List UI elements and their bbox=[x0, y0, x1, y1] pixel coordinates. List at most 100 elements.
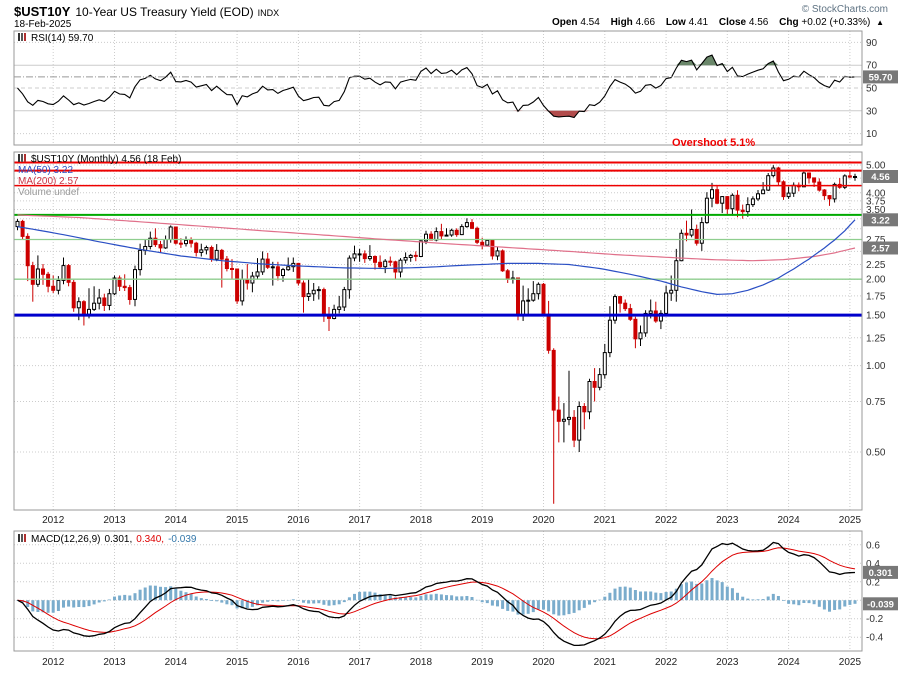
panel-border bbox=[13, 530, 863, 652]
svg-text:2014: 2014 bbox=[165, 515, 188, 526]
ma200-legend: MA(200) 2.57 bbox=[18, 176, 79, 187]
macd-signal-line bbox=[17, 547, 856, 640]
indicator-icon bbox=[18, 33, 27, 41]
rsi-legend: RSI(14) 59.70 bbox=[18, 33, 93, 44]
svg-text:2016: 2016 bbox=[287, 515, 310, 526]
svg-text:1.00: 1.00 bbox=[866, 361, 886, 372]
close-label: Close bbox=[718, 17, 747, 28]
up-arrow-icon: ▲ bbox=[876, 18, 884, 27]
ma50-legend: MA(50) 3.22 bbox=[18, 165, 74, 176]
quote-line: Open 4.54 High 4.66 Low 4.41 Close 4.56 … bbox=[552, 17, 884, 28]
macd-histogram bbox=[16, 578, 857, 616]
chg-value: +0.02 (+0.33%) bbox=[801, 17, 871, 28]
svg-text:3.75: 3.75 bbox=[866, 196, 886, 207]
macd-panel: 0.6 0.4 0.2 -0.2 -0.4 0.301 -0.039 2012 2013 2014… bbox=[13, 530, 898, 668]
svg-text:2025: 2025 bbox=[839, 657, 862, 668]
macd-legend: MACD(12,26,9) 0.301, 0.340, -0.039 bbox=[18, 534, 196, 545]
macd-axis-labels: 0.6 0.4 0.2 -0.2 -0.4 bbox=[866, 540, 884, 643]
svg-text:2021: 2021 bbox=[594, 657, 617, 668]
ma200-line bbox=[17, 214, 856, 262]
svg-text:1.25: 1.25 bbox=[866, 333, 886, 344]
svg-text:4.00: 4.00 bbox=[866, 188, 886, 199]
low-value: 4.41 bbox=[688, 17, 709, 28]
rsi-legend-text: RSI(14) 59.70 bbox=[31, 33, 94, 44]
symbol: $UST10Y bbox=[14, 4, 71, 19]
rsi-panel: 90 70 50 30 10 59.70 bbox=[13, 30, 898, 146]
value-box bbox=[863, 565, 898, 579]
chart-type-icon bbox=[18, 154, 27, 162]
symbol-legend: $UST10Y (Monthly) 4.56 (18 Feb) bbox=[31, 154, 182, 165]
svg-text:4.56: 4.56 bbox=[871, 172, 890, 183]
svg-text:2016: 2016 bbox=[287, 657, 310, 668]
svg-text:50: 50 bbox=[866, 84, 878, 95]
svg-text:2020: 2020 bbox=[532, 657, 555, 668]
macd-value: 0.301, bbox=[104, 534, 133, 545]
svg-text:2013: 2013 bbox=[103, 657, 126, 668]
svg-text:-0.039: -0.039 bbox=[867, 599, 894, 610]
rsi-line bbox=[17, 54, 856, 119]
svg-text:0.4: 0.4 bbox=[866, 559, 880, 570]
low-label: Low bbox=[665, 17, 686, 28]
indicator-icon bbox=[18, 534, 27, 542]
x-axis-labels: 2012 2013 2014 2015 2016 2017 2018 2019 2020 2021… bbox=[42, 657, 861, 668]
price-panel: 5.00 4.003.753.50 2.75 2.25 2.00 1.75 1.50 1.25… bbox=[13, 151, 898, 526]
chart-title: 10-Year US Treasury Yield (EOD) bbox=[75, 5, 254, 19]
svg-text:2019: 2019 bbox=[471, 657, 494, 668]
year-gridlines bbox=[52, 31, 851, 145]
svg-text:2024: 2024 bbox=[777, 515, 800, 526]
main-legend: $UST10Y (Monthly) 4.56 (18 Feb) MA(50) 3… bbox=[18, 154, 181, 198]
high-value: 4.66 bbox=[635, 17, 656, 28]
candlesticks bbox=[15, 165, 857, 504]
macd-signal-value: 0.340, bbox=[136, 534, 165, 545]
svg-text:2019: 2019 bbox=[471, 515, 494, 526]
panel-border bbox=[13, 30, 863, 146]
value-box bbox=[863, 70, 898, 84]
svg-text:0.2: 0.2 bbox=[866, 577, 880, 588]
x-axis-labels: 2012 2013 2014 2015 2016 2017 2018 2019 2020 2021… bbox=[42, 515, 861, 526]
copyright: © StockCharts.com bbox=[801, 4, 888, 15]
svg-text:-0.4: -0.4 bbox=[866, 633, 884, 644]
svg-text:2014: 2014 bbox=[165, 657, 188, 668]
svg-text:2015: 2015 bbox=[226, 657, 249, 668]
chart-date: 18-Feb-2025 bbox=[14, 19, 72, 30]
svg-text:-0.2: -0.2 bbox=[866, 614, 884, 625]
svg-text:2012: 2012 bbox=[42, 657, 65, 668]
svg-text:2.00: 2.00 bbox=[866, 275, 886, 286]
svg-text:0.75: 0.75 bbox=[866, 397, 886, 408]
svg-text:2.25: 2.25 bbox=[866, 260, 886, 271]
rsi-axis-labels: 90 70 50 30 10 bbox=[866, 38, 878, 140]
svg-text:30: 30 bbox=[866, 106, 878, 117]
svg-text:10: 10 bbox=[866, 129, 878, 140]
macd-hist-value: -0.039 bbox=[168, 534, 197, 545]
svg-text:2022: 2022 bbox=[655, 657, 678, 668]
svg-text:2021: 2021 bbox=[594, 515, 617, 526]
macd-legend-name: MACD(12,26,9) bbox=[31, 534, 101, 545]
annotation-hlines bbox=[14, 161, 862, 317]
exchange-label: INDX bbox=[257, 8, 280, 18]
header-title-line: $UST10Y 10-Year US Treasury Yield (EOD) IN… bbox=[14, 3, 279, 21]
high-label: High bbox=[610, 17, 633, 28]
svg-text:3.50: 3.50 bbox=[866, 205, 886, 216]
svg-text:2013: 2013 bbox=[103, 515, 126, 526]
svg-text:2018: 2018 bbox=[410, 657, 433, 668]
svg-text:1.75: 1.75 bbox=[866, 291, 886, 302]
svg-text:2023: 2023 bbox=[716, 657, 739, 668]
value-box bbox=[863, 241, 898, 255]
overshoot-annotation: Overshoot 5.1% bbox=[672, 137, 756, 149]
ma50-line bbox=[17, 219, 856, 296]
svg-text:2.57: 2.57 bbox=[871, 244, 890, 255]
svg-text:2017: 2017 bbox=[348, 657, 371, 668]
svg-text:2022: 2022 bbox=[655, 515, 678, 526]
rsi-overbought-fill bbox=[17, 55, 855, 66]
svg-text:0.50: 0.50 bbox=[866, 448, 886, 459]
svg-text:2017: 2017 bbox=[348, 515, 371, 526]
svg-text:2012: 2012 bbox=[42, 515, 65, 526]
svg-text:1.50: 1.50 bbox=[866, 311, 886, 322]
chg-label: Chg bbox=[779, 17, 799, 28]
svg-text:0.301: 0.301 bbox=[869, 568, 893, 579]
value-box bbox=[863, 597, 898, 611]
close-value: 4.56 bbox=[748, 17, 769, 28]
svg-text:59.70: 59.70 bbox=[869, 72, 893, 83]
svg-text:0.6: 0.6 bbox=[866, 540, 880, 551]
